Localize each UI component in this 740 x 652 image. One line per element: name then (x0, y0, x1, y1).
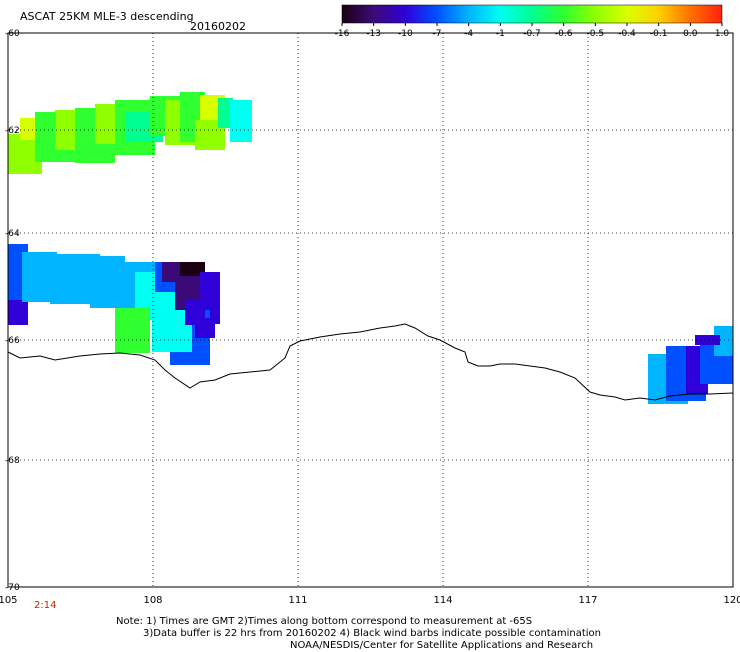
latitude-label: -66 (5, 336, 20, 346)
colorbar: -16 -13 -10 -7 -4 -1 -0.7 -0.6 -0.5 -0.4 -0.1 0.0 1.… (335, 4, 730, 39)
note-line-1: Note: 1) Times are GMT 2)Times along bot… (116, 616, 533, 627)
colorbar-tick-label: -0.1 (650, 29, 668, 39)
colorbar-tick-label: 1.0 (715, 29, 730, 39)
time-label: 2:14 (34, 600, 57, 611)
longitude-label: 105 (0, 595, 18, 606)
swath-cell (218, 98, 233, 128)
longitude-label: 111 (288, 595, 307, 606)
note-line-3: NOAA/NESDIS/Center for Satellite Applica… (290, 640, 594, 651)
longitude-label: 108 (143, 595, 162, 606)
grid-layer (8, 33, 733, 587)
latitude-label: -60 (5, 29, 20, 39)
colorbar-tick-label: -4 (464, 29, 473, 39)
map-plot: 105 108 111 114 117 120 -60 -62 -64 -66 -68 -70 (0, 29, 740, 606)
swath-cell (195, 318, 215, 338)
swath-cell (8, 300, 28, 325)
note-line-2: 3)Data buffer is 22 hrs from 20160202 4)… (143, 628, 601, 639)
latitude-labels: -60 -62 -64 -66 -68 -70 (5, 29, 20, 593)
swath-layer (8, 92, 733, 404)
swath-cell (714, 326, 733, 356)
antarctic-coastline (7, 323, 734, 401)
latitude-label: -68 (5, 456, 20, 466)
colorbar-tick-label: -1 (496, 29, 505, 39)
swath-cell (180, 262, 205, 276)
colorbar-tick-label: -0.5 (587, 29, 605, 39)
swath-cell (695, 335, 720, 345)
map-frame (7, 32, 734, 588)
colorbar-tick-label: -7 (433, 29, 442, 39)
colorbar-tick-label: -0.7 (523, 29, 541, 39)
colorbar-tick-label: -10 (398, 29, 413, 39)
longitude-label: 120 (723, 595, 740, 606)
product-title: ASCAT 25KM MLE-3 descending (20, 10, 194, 23)
colorbar-tick-label: -16 (335, 29, 350, 39)
swath-cell (115, 308, 150, 353)
colorbar-tick-label: -0.6 (555, 29, 573, 39)
latitude-label: -62 (5, 126, 20, 136)
latitude-label: -70 (5, 583, 20, 593)
product-date: 20160202 (190, 20, 246, 33)
latitude-label: -64 (5, 229, 20, 239)
longitude-label: 114 (433, 595, 452, 606)
swath-cell (230, 100, 252, 142)
longitude-label: 117 (578, 595, 597, 606)
colorbar-tick-label: -0.4 (618, 29, 636, 39)
colorbar-tick-label: -13 (366, 29, 381, 39)
longitude-labels: 105 108 111 114 117 120 (0, 595, 740, 606)
colorbar-tick-label: 0.0 (683, 29, 698, 39)
